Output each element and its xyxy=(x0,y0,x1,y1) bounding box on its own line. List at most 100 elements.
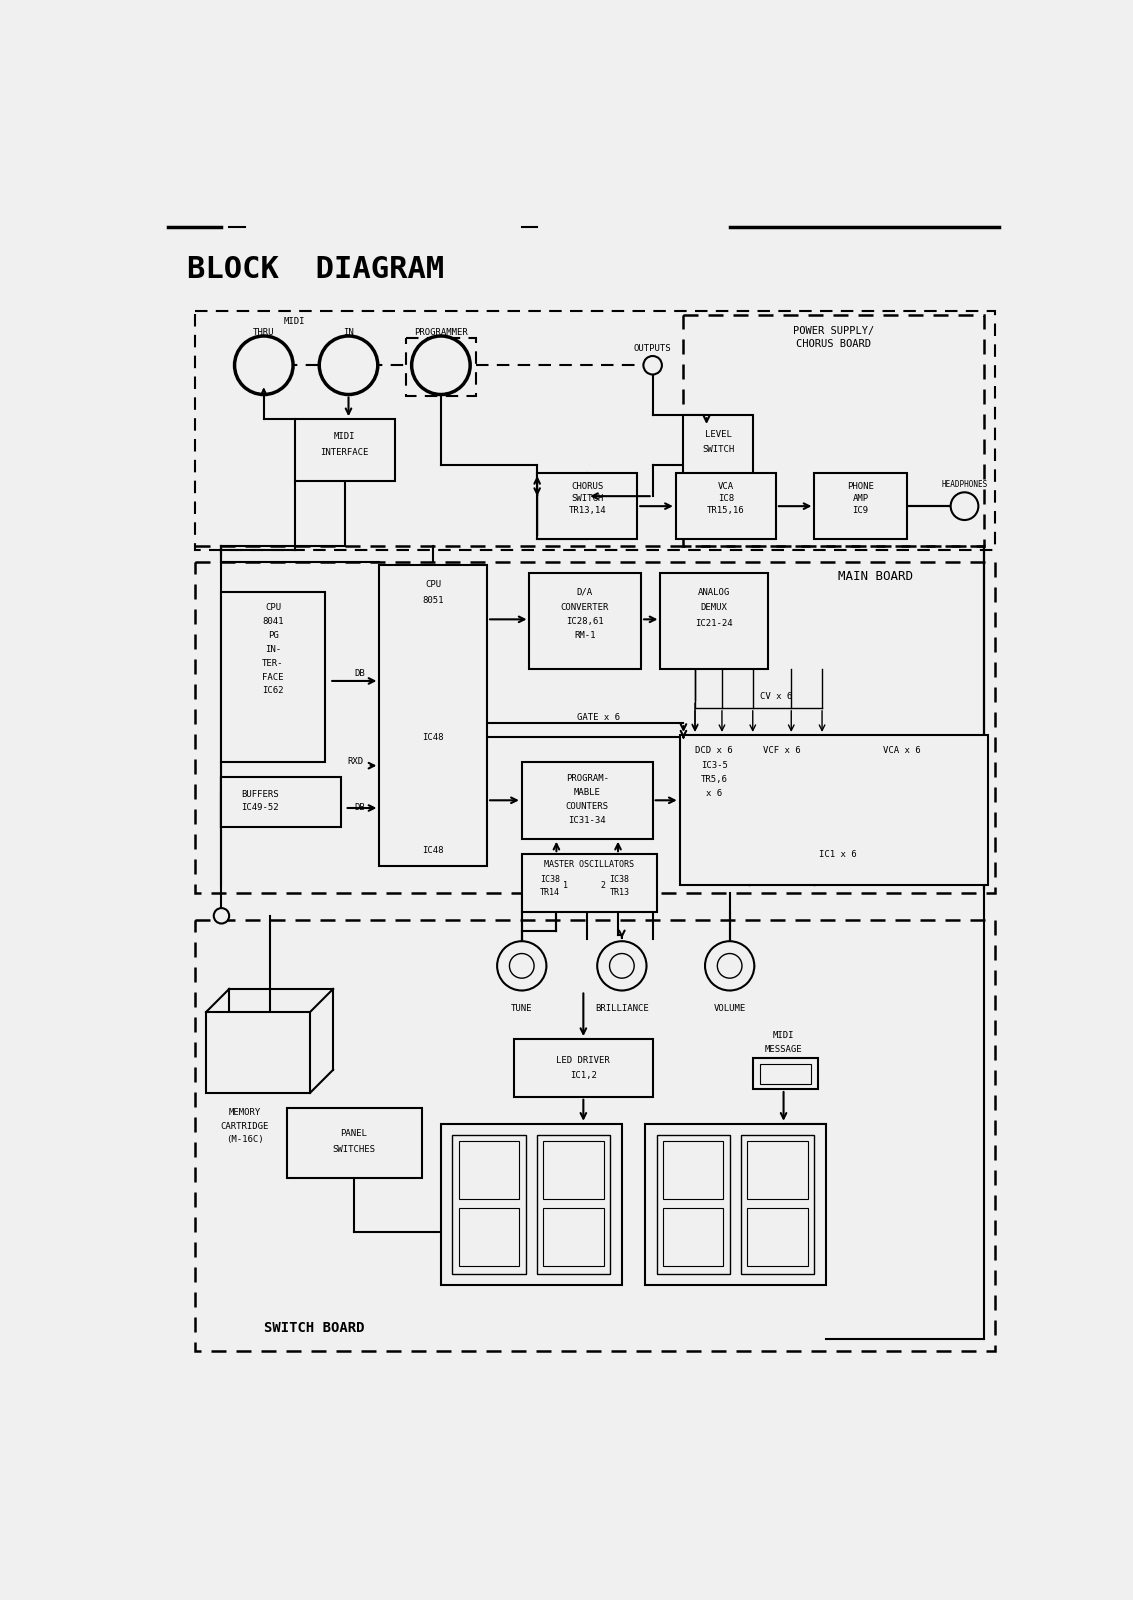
Text: 2: 2 xyxy=(600,880,605,890)
Text: RXD: RXD xyxy=(348,757,364,766)
Bar xyxy=(380,565,487,866)
Text: IC21-24: IC21-24 xyxy=(696,619,733,627)
Text: CARTRIDGE: CARTRIDGE xyxy=(221,1122,269,1131)
Text: AMP: AMP xyxy=(852,494,869,502)
Text: BUFFERS: BUFFERS xyxy=(241,790,279,798)
Circle shape xyxy=(510,954,534,978)
Circle shape xyxy=(610,954,634,978)
Bar xyxy=(459,1208,519,1266)
Bar xyxy=(452,1136,526,1274)
Text: IC1,2: IC1,2 xyxy=(570,1072,597,1080)
Text: TER-: TER- xyxy=(263,659,283,667)
Text: (M-16C): (M-16C) xyxy=(225,1136,263,1144)
Text: CHORUS: CHORUS xyxy=(571,483,604,491)
Text: ANALOG: ANALOG xyxy=(698,587,731,597)
Bar xyxy=(663,1208,724,1266)
Text: INTERFACE: INTERFACE xyxy=(321,448,369,456)
Bar xyxy=(529,573,641,669)
Bar xyxy=(195,562,995,893)
Text: 1: 1 xyxy=(563,880,568,890)
Bar xyxy=(195,312,995,550)
Text: x 6: x 6 xyxy=(706,789,723,798)
Bar xyxy=(287,1109,421,1178)
Text: 8041: 8041 xyxy=(263,618,283,626)
Circle shape xyxy=(214,909,229,923)
Bar xyxy=(441,1123,622,1285)
Text: BRILLIANCE: BRILLIANCE xyxy=(595,1003,649,1013)
Text: LEVEL: LEVEL xyxy=(705,430,732,438)
Text: DCD x 6: DCD x 6 xyxy=(696,746,733,755)
Bar xyxy=(221,778,341,827)
Circle shape xyxy=(644,357,662,374)
Text: IN-: IN- xyxy=(265,645,281,654)
Text: FACE: FACE xyxy=(263,672,283,682)
Text: PG: PG xyxy=(267,630,279,640)
Bar xyxy=(195,920,995,1350)
Circle shape xyxy=(951,493,979,520)
Text: TR14: TR14 xyxy=(540,888,560,898)
Bar xyxy=(741,1136,815,1274)
Text: VCA x 6: VCA x 6 xyxy=(884,746,921,755)
Text: IC9: IC9 xyxy=(852,506,869,515)
Text: IC48: IC48 xyxy=(421,733,443,742)
Text: MIDI: MIDI xyxy=(334,432,356,442)
Text: VCF x 6: VCF x 6 xyxy=(764,746,801,755)
Text: TR13: TR13 xyxy=(610,888,630,898)
Text: IN: IN xyxy=(343,328,353,338)
Text: CPU: CPU xyxy=(265,603,281,613)
Circle shape xyxy=(705,941,755,990)
Bar xyxy=(680,734,988,885)
Text: BLOCK  DIAGRAM: BLOCK DIAGRAM xyxy=(187,254,444,283)
Text: PANEL: PANEL xyxy=(340,1130,367,1138)
Text: D/A: D/A xyxy=(577,587,593,597)
Bar xyxy=(675,474,776,539)
Circle shape xyxy=(497,941,546,990)
Bar xyxy=(537,1136,611,1274)
Text: LED DRIVER: LED DRIVER xyxy=(556,1056,611,1066)
Text: CV x 6: CV x 6 xyxy=(760,691,792,701)
Text: TR5,6: TR5,6 xyxy=(701,774,727,784)
Text: VCA: VCA xyxy=(717,483,734,491)
Text: IC38: IC38 xyxy=(610,875,630,885)
Bar xyxy=(645,1123,826,1285)
Bar xyxy=(663,1141,724,1198)
Bar xyxy=(459,1141,519,1198)
Text: CPU: CPU xyxy=(425,581,441,589)
Circle shape xyxy=(597,941,647,990)
Text: MIDI: MIDI xyxy=(773,1030,794,1040)
Bar xyxy=(683,315,983,546)
Circle shape xyxy=(235,336,293,395)
Text: RM-1: RM-1 xyxy=(574,630,596,640)
Text: IC62: IC62 xyxy=(263,686,283,696)
Bar xyxy=(295,419,394,480)
Text: SWITCH: SWITCH xyxy=(571,494,604,502)
Bar xyxy=(221,592,325,762)
Text: VOLUME: VOLUME xyxy=(714,1003,746,1013)
Text: THRU: THRU xyxy=(253,328,274,338)
Text: 8051: 8051 xyxy=(423,595,444,605)
Bar xyxy=(661,573,768,669)
Text: CHORUS BOARD: CHORUS BOARD xyxy=(796,339,871,349)
Text: PROGRAMMER: PROGRAMMER xyxy=(414,328,468,338)
Bar xyxy=(752,1058,818,1090)
Bar xyxy=(544,1141,604,1198)
Text: SWITCH: SWITCH xyxy=(702,445,734,454)
Bar xyxy=(537,474,637,539)
Text: MEMORY: MEMORY xyxy=(229,1107,261,1117)
Text: OUTPUTS: OUTPUTS xyxy=(633,344,672,354)
Text: DB: DB xyxy=(355,803,366,813)
Text: GATE x 6: GATE x 6 xyxy=(577,714,620,723)
Bar xyxy=(514,1038,653,1096)
Text: TR15,16: TR15,16 xyxy=(707,506,744,515)
Text: IC8: IC8 xyxy=(717,494,734,502)
Circle shape xyxy=(320,336,377,395)
Bar xyxy=(656,1136,730,1274)
Text: IC3-5: IC3-5 xyxy=(701,762,727,770)
Text: TR13,14: TR13,14 xyxy=(569,506,606,515)
Text: MASTER OSCILLATORS: MASTER OSCILLATORS xyxy=(544,859,633,869)
Text: SWITCHES: SWITCHES xyxy=(332,1144,375,1154)
Bar xyxy=(760,1064,810,1083)
Text: HEADPHONES: HEADPHONES xyxy=(942,480,988,490)
Text: PROGRAM-: PROGRAM- xyxy=(565,774,608,784)
Text: COUNTERS: COUNTERS xyxy=(565,802,608,811)
